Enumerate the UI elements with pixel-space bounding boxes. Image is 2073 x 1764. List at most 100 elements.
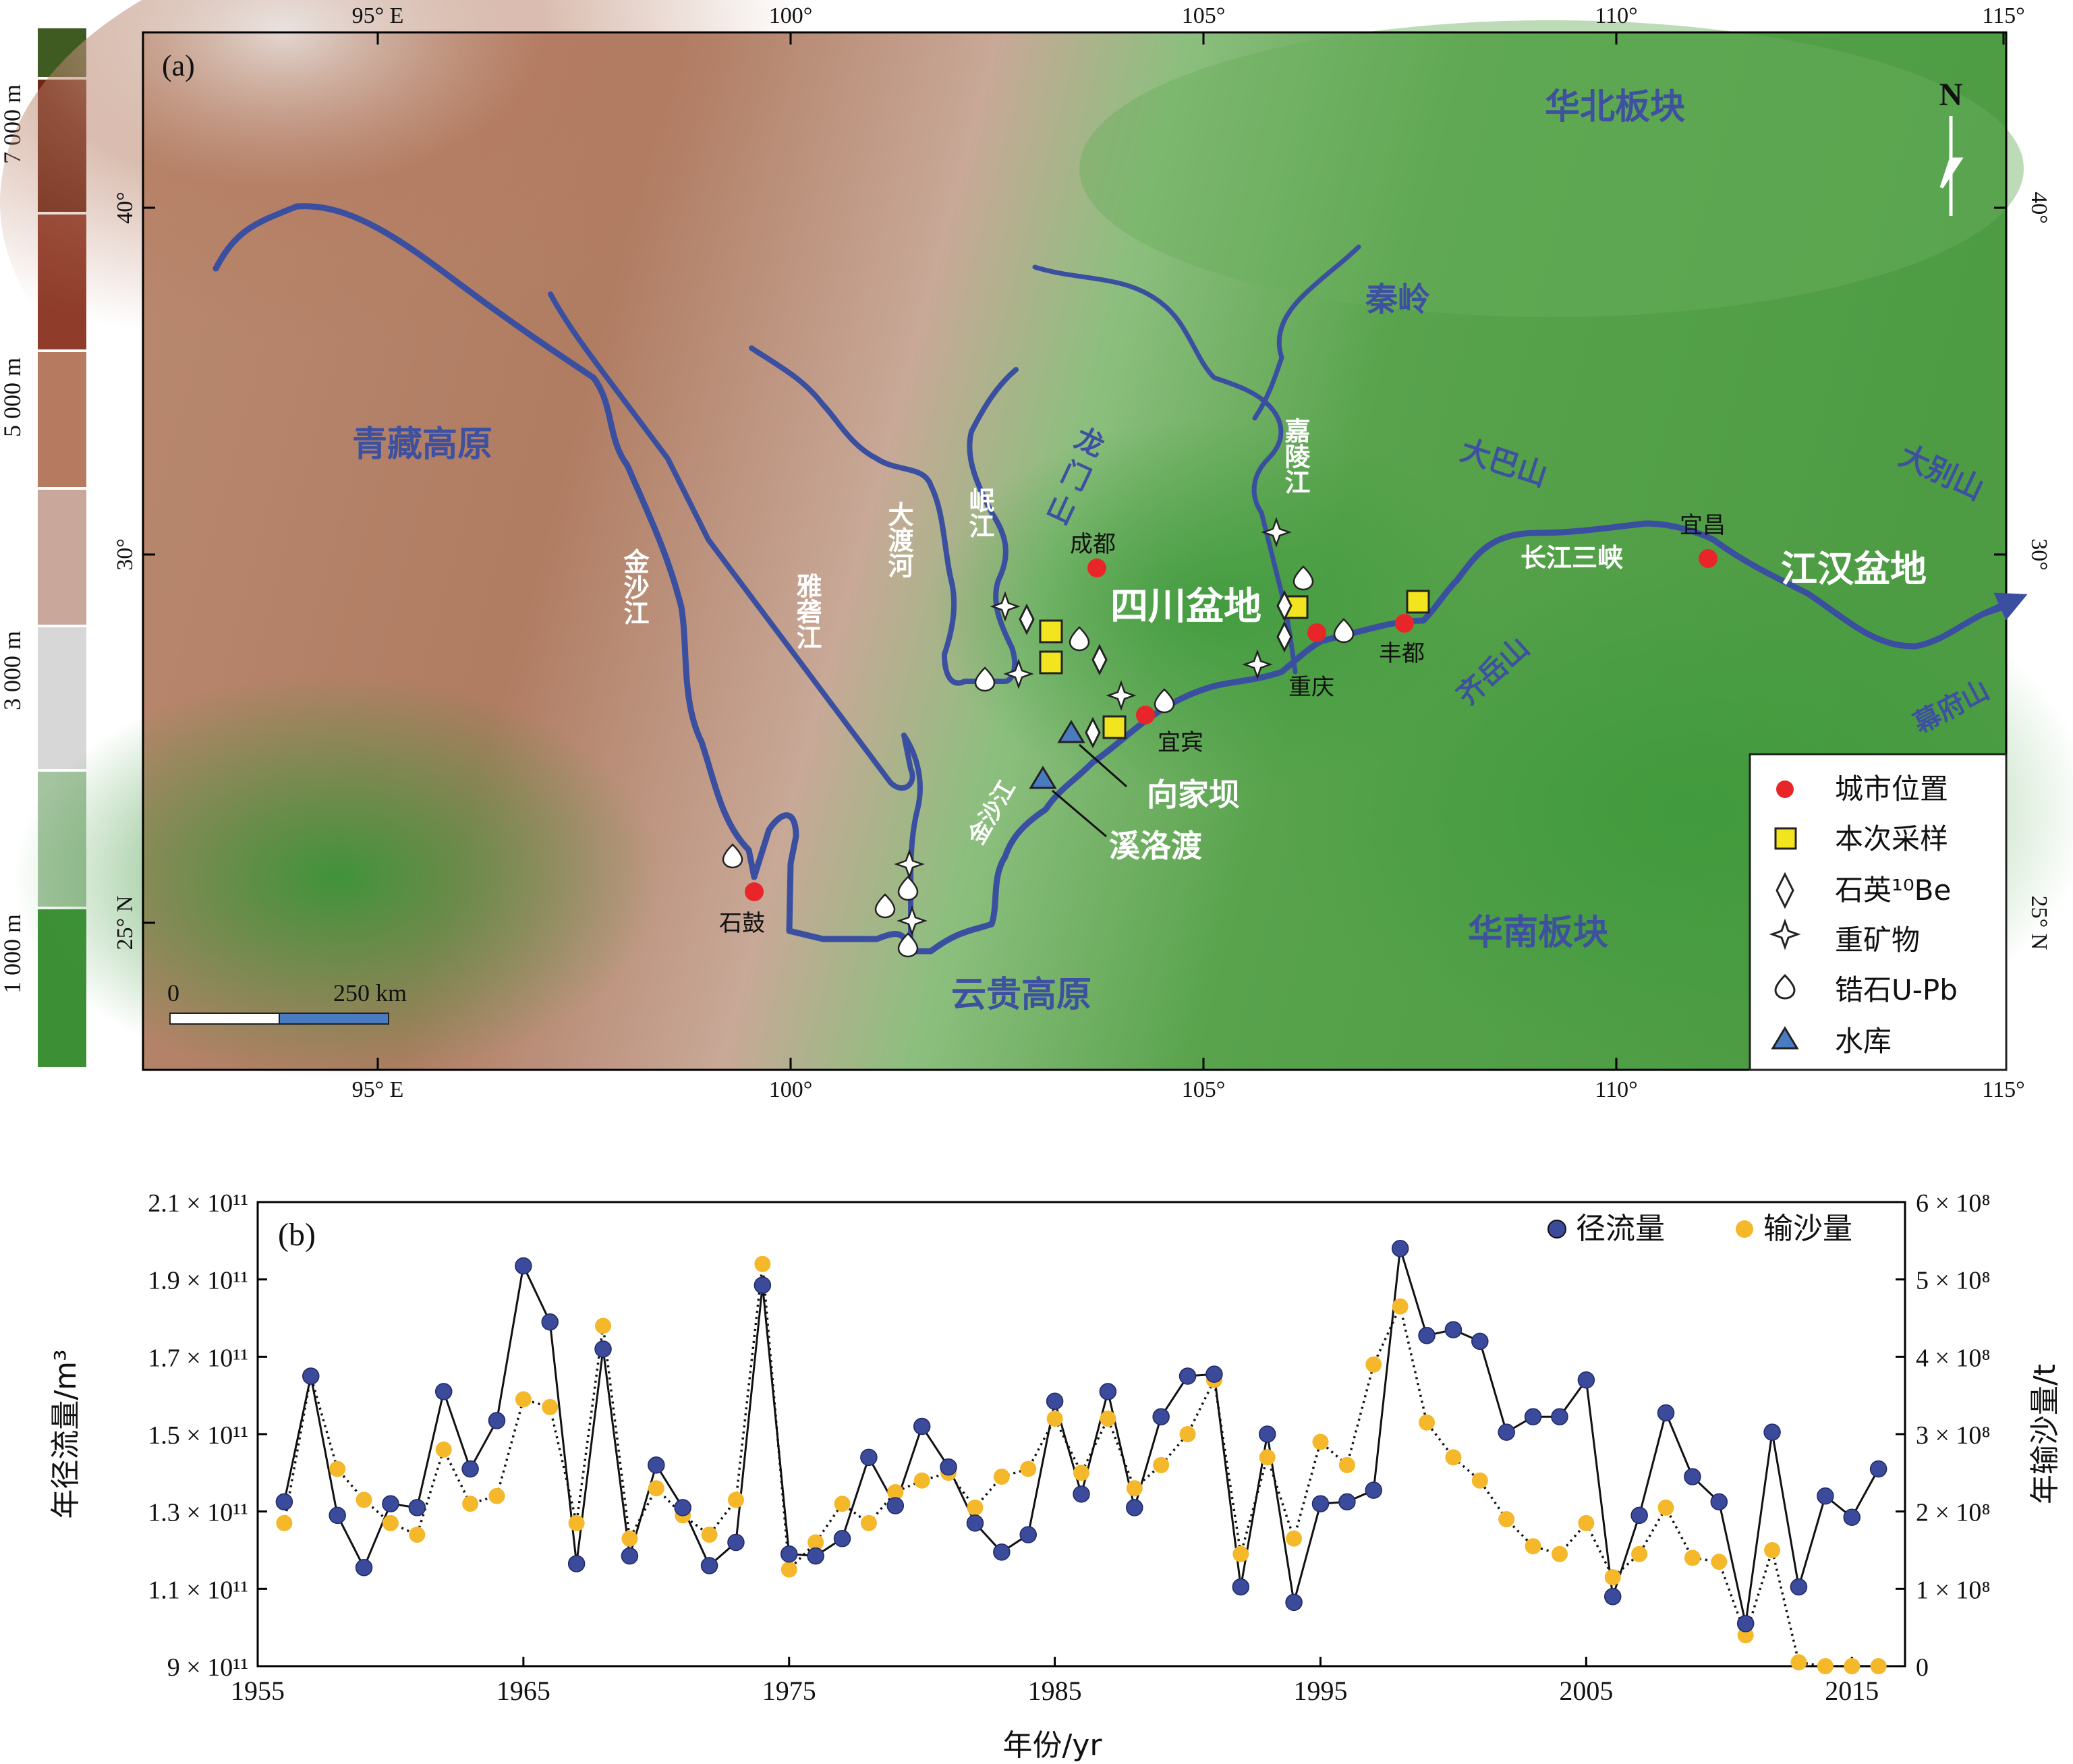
sediment-point	[967, 1499, 984, 1516]
runoff-point	[1471, 1332, 1489, 1350]
runoff-point	[1630, 1506, 1648, 1525]
runoff-point	[1418, 1327, 1436, 1344]
label-huanan: 华南板块	[1468, 913, 1608, 953]
sediment-point	[1844, 1658, 1861, 1674]
sediment-point	[887, 1484, 904, 1500]
sediment-point	[1259, 1449, 1276, 1466]
sediment-point	[1764, 1542, 1781, 1558]
series-points	[275, 1240, 1887, 1674]
legend-quartz: 石英¹⁰Be	[1835, 874, 1951, 907]
y-left-tick-label: 1.3 × 10¹¹	[148, 1499, 248, 1527]
runoff-point	[780, 1545, 798, 1563]
label-xiluodu: 溪洛渡	[1109, 828, 1202, 864]
runoff-point	[302, 1367, 320, 1385]
dam-labels: 向家坝 溪洛渡	[1052, 743, 1240, 864]
y-left-tick-label: 1.1 × 10¹¹	[148, 1576, 248, 1604]
lon-label-100: 100°	[769, 3, 813, 28]
sediment-point	[1100, 1411, 1116, 1427]
sediment-point	[1817, 1658, 1834, 1674]
runoff-point	[913, 1417, 931, 1435]
y-right-tick-label: 0	[1916, 1653, 1929, 1682]
sediment-point	[1445, 1449, 1462, 1466]
lat-labels-right: 40° 30° 25° N	[2026, 192, 2051, 950]
lon-label-110-bottom: 110°	[1595, 1077, 1637, 1102]
label-yungui: 云贵高原	[951, 975, 1091, 1015]
label-river-min: 岷江	[965, 487, 994, 538]
sediment-point	[1392, 1298, 1409, 1315]
y-right-tick-label: 5 × 10⁸	[1916, 1267, 1991, 1295]
city-label-chongqing: 重庆	[1288, 674, 1334, 701]
runoff-point	[1179, 1367, 1197, 1385]
x-tick-label: 2015	[1825, 1676, 1879, 1706]
lon-label-115: 115°	[1982, 3, 2024, 28]
runoff-point	[1232, 1578, 1250, 1596]
x-tick-label: 1975	[762, 1676, 816, 1706]
panel-b: (b) 径流量 输沙量 1955 1965 1975 1985 1995 2005 2015…	[49, 1189, 2062, 1763]
city-dot-yichang	[1699, 549, 1717, 568]
runoff-point	[1126, 1499, 1143, 1516]
runoff-point	[1019, 1526, 1037, 1543]
runoff-point	[1152, 1408, 1170, 1425]
sediment-point	[1684, 1549, 1701, 1566]
sediment-point	[1365, 1356, 1382, 1373]
sediment-point	[1286, 1530, 1303, 1547]
runoff-point	[515, 1257, 532, 1275]
runoff-point	[1843, 1508, 1861, 1527]
label-river-dadu: 大渡河	[884, 501, 913, 578]
label-huabei: 华北板块	[1545, 87, 1685, 127]
terrain-map	[0, 0, 2073, 1079]
sediment-point	[1126, 1480, 1143, 1497]
sediment-point	[1498, 1511, 1515, 1528]
runoff-point	[355, 1559, 373, 1576]
lat-label-25-right: 25° N	[2026, 896, 2051, 950]
sediment-point	[382, 1514, 399, 1531]
sediment-point	[1525, 1538, 1541, 1555]
runoff-point	[940, 1458, 957, 1476]
runoff-point	[1577, 1371, 1595, 1389]
legend-reservoir: 水库	[1835, 1025, 1892, 1058]
runoff-point	[382, 1495, 399, 1512]
scale-zero: 0	[167, 979, 179, 1006]
lat-label-40-left: 40°	[113, 192, 138, 224]
sediment-point	[807, 1534, 824, 1551]
sediment-point	[1179, 1426, 1196, 1442]
x-tick-label: 1965	[496, 1676, 550, 1706]
scale-label: 250 km	[333, 979, 407, 1006]
zircon-sites	[722, 565, 1355, 958]
runoff-point	[1046, 1392, 1064, 1411]
label-river-jialing: 嘉陵江	[1280, 418, 1310, 494]
city-label-shigu: 石鼓	[719, 910, 765, 937]
city-label-yibin: 宜宾	[1158, 729, 1203, 756]
runoff-point	[1736, 1615, 1755, 1632]
label-river-jinsha: 金沙江	[619, 548, 650, 625]
north-arrow: N	[1939, 77, 1964, 216]
x-axis-label: 年份/yr	[1003, 1728, 1103, 1763]
runoff-point	[1763, 1423, 1781, 1441]
sediment-point	[1578, 1514, 1595, 1531]
runoff-point	[1311, 1495, 1330, 1512]
sediment-point	[913, 1472, 930, 1489]
yangtze-arrow	[1982, 592, 2028, 621]
map-legend: 城市位置 本次采样 石英¹⁰Be 重矿物 锆石U-Pb 水库	[1749, 753, 2008, 1071]
y-right-tick-label: 2 × 10⁸	[1916, 1499, 1991, 1527]
river-jialing-west	[1032, 264, 1298, 675]
x-tick-label: 1955	[231, 1676, 285, 1706]
lon-labels-bottom: 95° E 100° 105° 110° 115°	[352, 1077, 2025, 1102]
sediment-point	[1870, 1658, 1887, 1674]
panel-a-label: (a)	[162, 49, 195, 82]
sediment-point	[435, 1441, 452, 1458]
sediment-point	[1419, 1414, 1436, 1431]
lon-labels-top: 95° E 100° 105° 110° 115°	[352, 3, 2025, 28]
legend-sample: 本次采样	[1835, 822, 1948, 855]
river-jinsha-loop	[751, 520, 2014, 955]
sediment-point	[1153, 1456, 1170, 1473]
runoff-point	[1099, 1383, 1117, 1400]
runoff-point	[966, 1514, 984, 1532]
heavy-mineral-sites	[894, 517, 1292, 936]
sample-sites	[1039, 590, 1430, 739]
runoff-point	[1391, 1240, 1409, 1257]
runoff-point	[1205, 1365, 1223, 1383]
x-axis-ticks: 1955 1965 1975 1985 1995 2005 2015	[231, 1657, 1879, 1706]
river-dadu	[749, 345, 1008, 686]
quartz-sites	[1019, 590, 1293, 749]
